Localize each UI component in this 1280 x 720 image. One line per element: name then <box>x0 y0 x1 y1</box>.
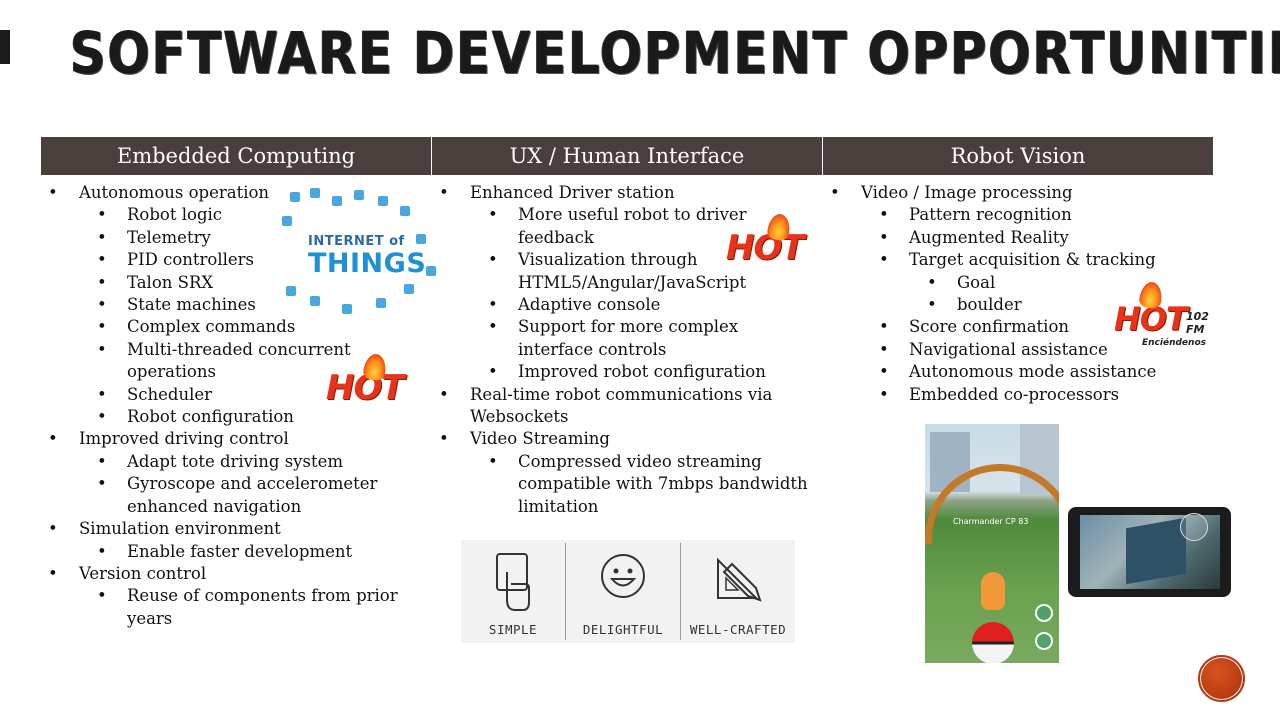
bag-icon <box>1035 632 1053 650</box>
ux-principles-image: SIMPLE DELIGHTFUL WELL-CRAFTED <box>461 540 795 643</box>
bullet-level3: boulder <box>823 294 1203 317</box>
bullet-level1: Real-time robot communications via Webso… <box>432 384 812 429</box>
bullet-level2: Complex commands <box>41 316 421 339</box>
iot-device-icon <box>378 196 388 206</box>
column-header-ux: UX / Human Interface <box>432 137 822 175</box>
column-embedded-list: Autonomous operationRobot logicTelemetry… <box>41 182 421 630</box>
bullet-level2: Autonomous mode assistance <box>823 361 1203 384</box>
divider <box>565 543 566 640</box>
bullet-level2: Adaptive console <box>432 294 812 317</box>
bullet-level2: Improved robot configuration <box>432 361 812 384</box>
bullet-level1: Video Streaming <box>432 428 812 451</box>
bullet-level1: Video / Image processing <box>823 182 1203 205</box>
bullet-level1: Version control <box>41 563 421 586</box>
hot-fm-number: 102 FM <box>1186 310 1209 336</box>
iot-device-icon <box>404 284 414 294</box>
iot-device-icon <box>286 286 296 296</box>
bullet-level2: Robot configuration <box>41 406 421 429</box>
title-accent-bar <box>0 30 10 64</box>
bullet-level1: Improved driving control <box>41 428 421 451</box>
ux-label-well-crafted: WELL-CRAFTED <box>689 622 787 637</box>
bullet-level2: State machines <box>41 294 421 317</box>
bullet-level2: Target acquisition & tracking <box>823 249 1203 272</box>
iot-device-icon <box>376 298 386 308</box>
bullet-level2: Telemetry <box>41 227 421 250</box>
bullet-level2: More useful robot to driver feedback <box>432 204 812 249</box>
bullet-level2: Adapt tote driving system <box>41 451 421 474</box>
iot-device-icon <box>282 216 292 226</box>
camera-icon <box>1035 604 1053 622</box>
iot-device-icon <box>426 266 436 276</box>
bullet-level2: Visualization through HTML5/Angular/Java… <box>432 249 812 294</box>
bullet-level2: Compressed video streaming compatible wi… <box>432 451 812 518</box>
creature-figure <box>981 572 1005 610</box>
bullet-level1: Enhanced Driver station <box>432 182 812 205</box>
hot-fm-logo: HOT 102 FM Enciéndenos <box>1114 280 1209 348</box>
iot-device-icon <box>332 196 342 206</box>
iot-device-icon <box>290 192 300 202</box>
hot-badge: HOT <box>726 212 805 268</box>
iot-device-icon <box>310 188 320 198</box>
hand-tap-icon <box>496 553 530 611</box>
bullet-level2: Reuse of components from prior years <box>41 585 421 630</box>
iot-line1: INTERNET of <box>308 234 405 249</box>
ar-creature-label: Charmander CP 83 <box>953 517 1029 526</box>
ruler-pencil-icon <box>717 557 762 602</box>
iot-device-icon <box>354 190 364 200</box>
hot-fm-tagline: Enciéndenos <box>1142 338 1206 348</box>
bullet-level2: Scheduler <box>41 384 421 407</box>
slide-nav-button[interactable] <box>1198 655 1245 702</box>
bullet-level1: Autonomous operation <box>41 182 421 205</box>
phone-augmented-reality-photo <box>1068 507 1231 597</box>
hot-badge: HOT <box>326 352 405 408</box>
iot-device-icon <box>342 304 352 314</box>
hot-badge-text: HOT <box>726 228 805 268</box>
bullet-level2: Score confirmation <box>823 316 1203 339</box>
iot-line2: THINGS <box>308 248 427 279</box>
bullet-level2: Multi-threaded concurrent operations <box>41 339 421 384</box>
bullet-level2: Enable faster development <box>41 541 421 564</box>
bullet-level2: Robot logic <box>41 204 421 227</box>
ux-label-simple: SIMPLE <box>488 622 538 637</box>
pokeball-icon <box>972 622 1014 663</box>
column-ux-list: Enhanced Driver stationMore useful robot… <box>432 182 812 518</box>
compass-overlay-icon <box>1180 513 1208 541</box>
column-vision-list: Video / Image processingPattern recognit… <box>823 182 1203 406</box>
ux-simple-panel: SIMPLE <box>461 540 565 643</box>
iot-device-icon <box>400 206 410 216</box>
pokemon-go-ar-photo: Charmander CP 83 <box>925 424 1059 663</box>
bullet-level2: Pattern recognition <box>823 204 1203 227</box>
column-header-vision: Robot Vision <box>823 137 1213 175</box>
bullet-level2: Talon SRX <box>41 272 421 295</box>
building-image <box>1126 517 1186 585</box>
bullet-level2: Augmented Reality <box>823 227 1203 250</box>
bullet-level1: Simulation environment <box>41 518 421 541</box>
bullet-level2: Gyroscope and accelerometer enhanced nav… <box>41 473 421 518</box>
bullet-level3: Goal <box>823 272 1203 295</box>
bullet-level2: Embedded co-processors <box>823 384 1203 407</box>
slide-title: SOFTWARE DEVELOPMENT OPPORTUNITIES <box>70 19 1280 87</box>
internet-of-things-image: INTERNET of THINGS <box>280 186 442 332</box>
smiley-icon <box>601 554 645 598</box>
ux-well-crafted-panel: WELL-CRAFTED <box>681 540 795 643</box>
ux-label-delightful: DELIGHTFUL <box>582 622 664 637</box>
iot-device-icon <box>310 296 320 306</box>
divider <box>680 543 681 640</box>
bullet-level2: Support for more complex interface contr… <box>432 316 812 361</box>
ux-delightful-panel: DELIGHTFUL <box>566 540 680 643</box>
bullet-level2: PID controllers <box>41 249 421 272</box>
iot-device-icon <box>416 234 426 244</box>
bullet-level2: Navigational assistance <box>823 339 1203 362</box>
column-header-embedded: Embedded Computing <box>41 137 431 175</box>
